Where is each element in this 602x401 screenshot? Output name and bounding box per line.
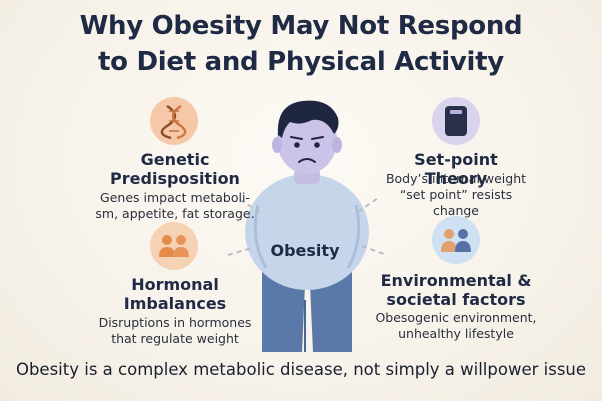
genetic-desc-line-2: sm, appetite, fat storage. [95, 206, 255, 221]
environmental-desc-line-2: unhealthy lifestyle [398, 326, 514, 341]
hormone-people-icon [150, 222, 198, 270]
footer-statement: Obesity is a complex metabolic disease, … [15, 360, 587, 379]
hormonal-desc-line-2: that regulate weight [111, 331, 239, 346]
dna-icon [150, 97, 198, 145]
environmental-heading-line-2: societal factors [386, 290, 526, 309]
hormonal-heading-line-1: Hormonal [131, 275, 219, 294]
environmental-heading-line-1: Environmental & [380, 271, 532, 290]
hormonal-desc-line-1: Disruptions in hormones [98, 315, 252, 330]
people-group-icon [432, 216, 480, 264]
genetic-heading-line-2: Predisposition [110, 169, 240, 188]
genetic-heading-line-1: Genetic [140, 150, 210, 169]
page-title-line-2: to Diet and Physical Activity [98, 47, 504, 77]
page-title-line-1: Why Obesity May Not Respond [79, 11, 523, 41]
setpoint-desc-line-2: “set point” resists change [399, 187, 513, 218]
setpoint-desc-line-1: Body’s internal weight [385, 171, 527, 186]
environmental-desc-line-1: Obesogenic environment, [375, 310, 537, 325]
center-obesity-label: Obesity [270, 241, 340, 260]
genetic-desc-line-1: Genes impact metaboli- [100, 190, 250, 205]
hormonal-heading-line-2: Imbalances [123, 294, 227, 313]
scale-icon [432, 97, 480, 145]
setpoint-heading: Set-point Theory [414, 150, 498, 188]
